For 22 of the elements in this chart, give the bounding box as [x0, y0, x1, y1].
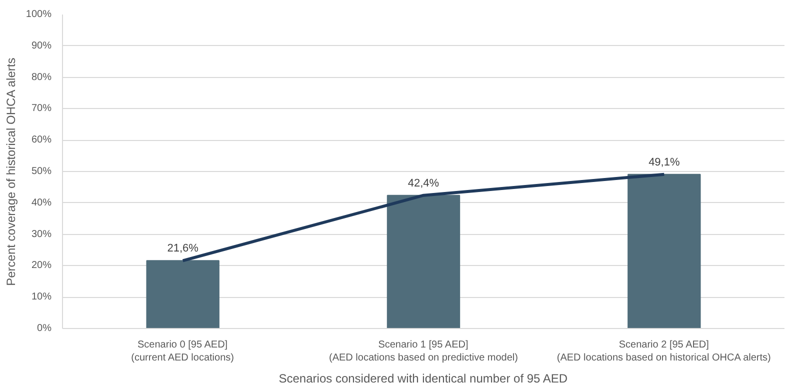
y-tick-label: 100% — [26, 9, 52, 20]
data-label: 21,6% — [167, 242, 199, 255]
bar — [146, 260, 220, 328]
x-tick-label: Scenario 1 [95 AED] (AED locations based on predictive model) — [329, 340, 518, 364]
y-tick-label: 50% — [31, 166, 52, 177]
x-tick-label: Scenario 2 [95 AED] (AED locations based on historical OHCA alerts) — [556, 340, 771, 364]
y-tick-label: 0% — [37, 323, 52, 334]
y-tick-label: 80% — [31, 72, 52, 83]
y-tick-label: 40% — [31, 197, 52, 208]
y-tick-label: 10% — [31, 292, 52, 303]
data-label: 49,1% — [648, 156, 680, 168]
y-tick-label: 70% — [31, 103, 52, 114]
y-tick-label: 60% — [31, 134, 52, 146]
y-axis-title: Percent coverage of historical OHCA alerts — [4, 58, 18, 286]
y-tick-label: 30% — [31, 228, 52, 240]
y-tick-label: 90% — [31, 40, 52, 52]
data-label: 42,4% — [408, 177, 440, 190]
bar — [628, 174, 701, 328]
x-tick-label: Scenario 0 [95 AED] (current AED locations) — [131, 340, 234, 364]
x-axis-title: Scenarios considered with identical number of 95 AED — [278, 372, 568, 386]
bar — [386, 194, 460, 328]
y-tick-label: 20% — [31, 260, 52, 272]
